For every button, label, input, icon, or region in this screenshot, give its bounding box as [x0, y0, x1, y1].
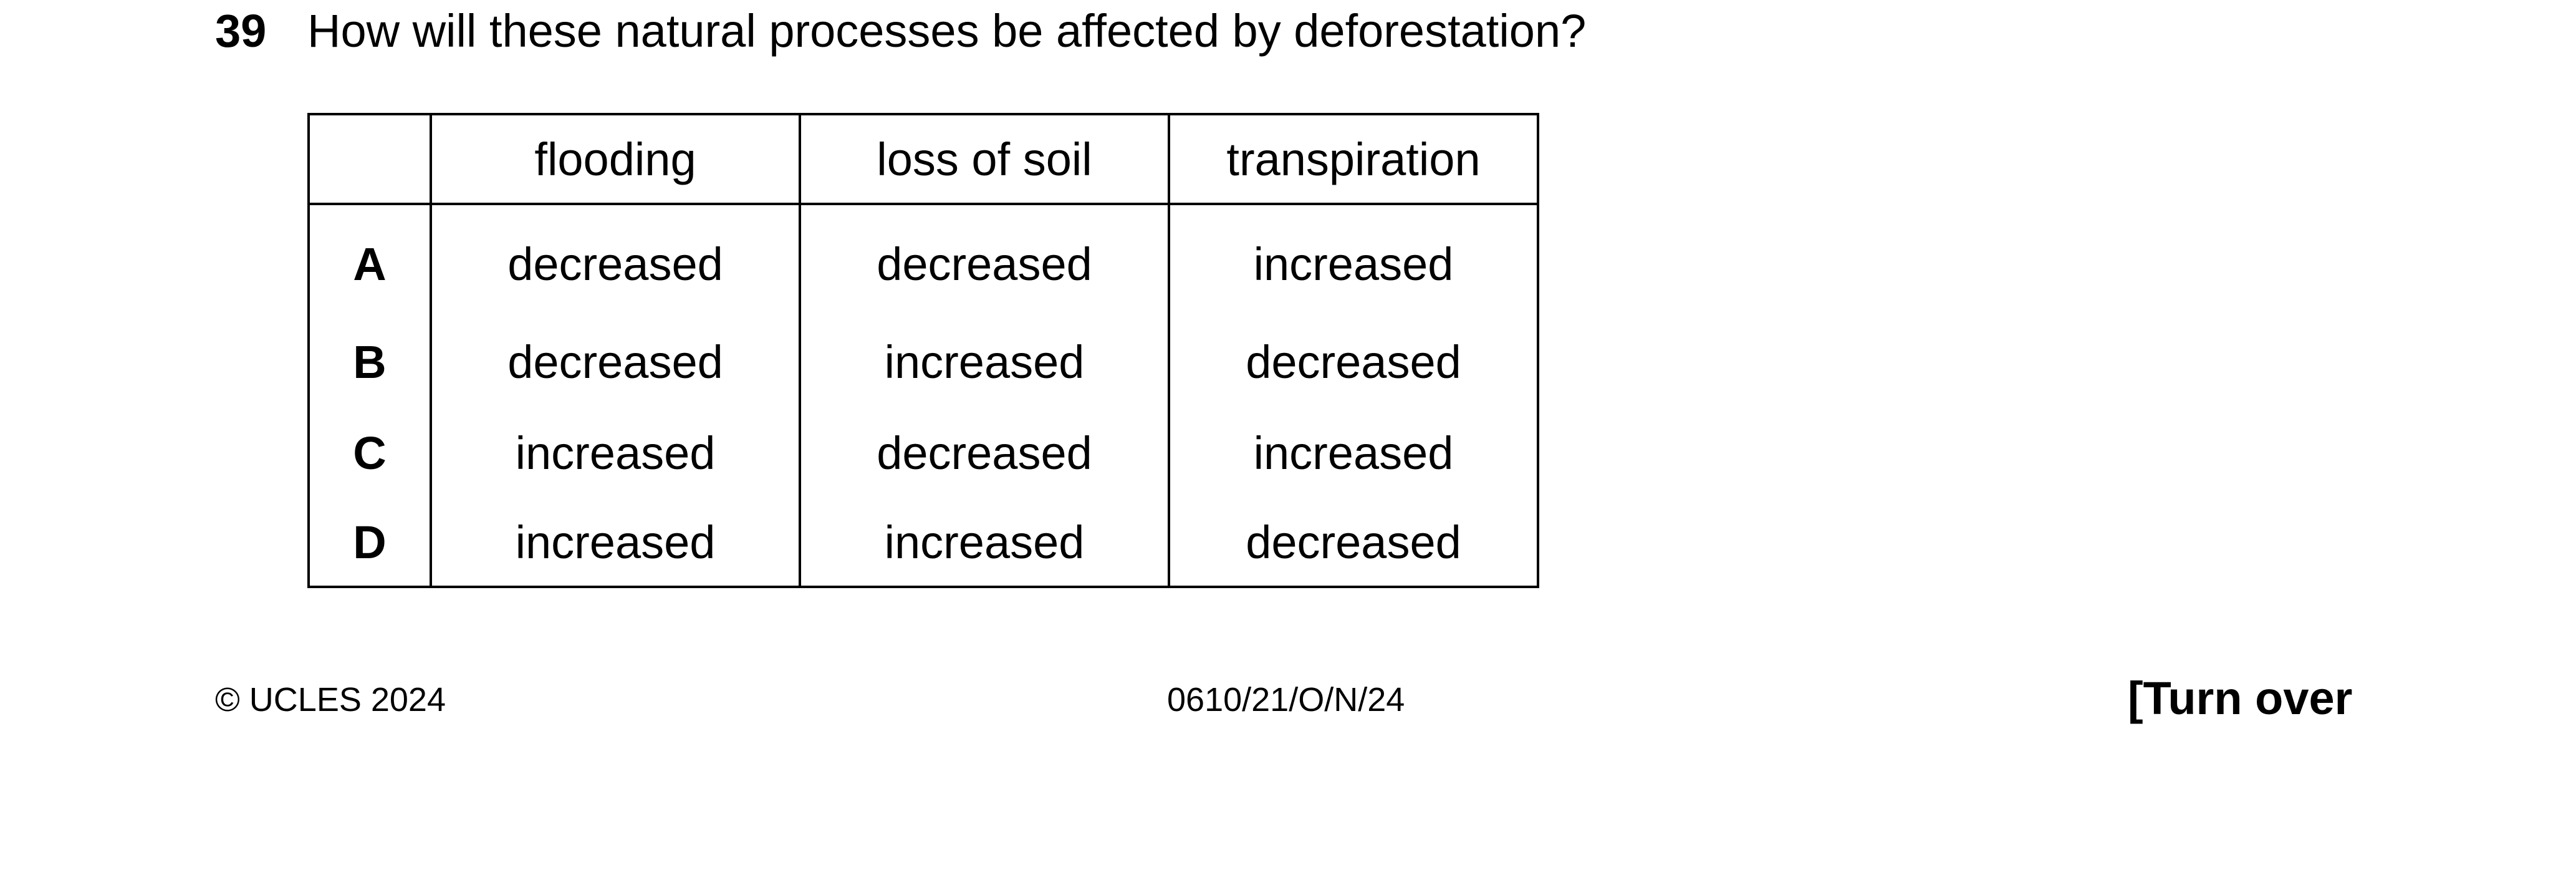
- cell-loss-of-soil: increased: [799, 316, 1170, 407]
- cell-flooding: decreased: [430, 316, 801, 407]
- cell-transpiration: decreased: [1168, 316, 1539, 407]
- cell-transpiration: increased: [1168, 204, 1539, 316]
- option-key-b: B: [307, 316, 432, 407]
- header-flooding: flooding: [430, 113, 801, 205]
- table-row: C increased decreased increased: [307, 407, 1539, 498]
- question-text: How will these natural processes be affe…: [307, 5, 1587, 57]
- option-key-a: A: [307, 204, 432, 316]
- table-row: A decreased decreased increased: [307, 204, 1539, 316]
- table-row: B decreased increased decreased: [307, 316, 1539, 407]
- header-transpiration: transpiration: [1168, 113, 1539, 205]
- cell-flooding: decreased: [430, 204, 801, 316]
- cell-transpiration: increased: [1168, 407, 1539, 498]
- answer-options-table: flooding loss of soil transpiration A de…: [307, 113, 1539, 588]
- answer-options-table-container: flooding loss of soil transpiration A de…: [307, 113, 1539, 588]
- copyright-notice: © UCLES 2024: [215, 681, 446, 718]
- cell-flooding: increased: [430, 407, 801, 498]
- question-number: 39: [215, 5, 267, 57]
- cell-loss-of-soil: increased: [799, 498, 1170, 588]
- header-loss-of-soil: loss of soil: [799, 113, 1170, 205]
- option-key-c: C: [307, 407, 432, 498]
- table-header-row: flooding loss of soil transpiration: [307, 113, 1539, 205]
- option-key-d: D: [307, 498, 432, 588]
- paper-code: 0610/21/O/N/24: [1167, 681, 1405, 718]
- cell-loss-of-soil: decreased: [799, 204, 1170, 316]
- cell-flooding: increased: [430, 498, 801, 588]
- header-blank: [307, 113, 432, 205]
- cell-loss-of-soil: decreased: [799, 407, 1170, 498]
- cell-transpiration: decreased: [1168, 498, 1539, 588]
- table-row: D increased increased decreased: [307, 498, 1539, 588]
- turn-over-label: [Turn over: [2128, 672, 2353, 724]
